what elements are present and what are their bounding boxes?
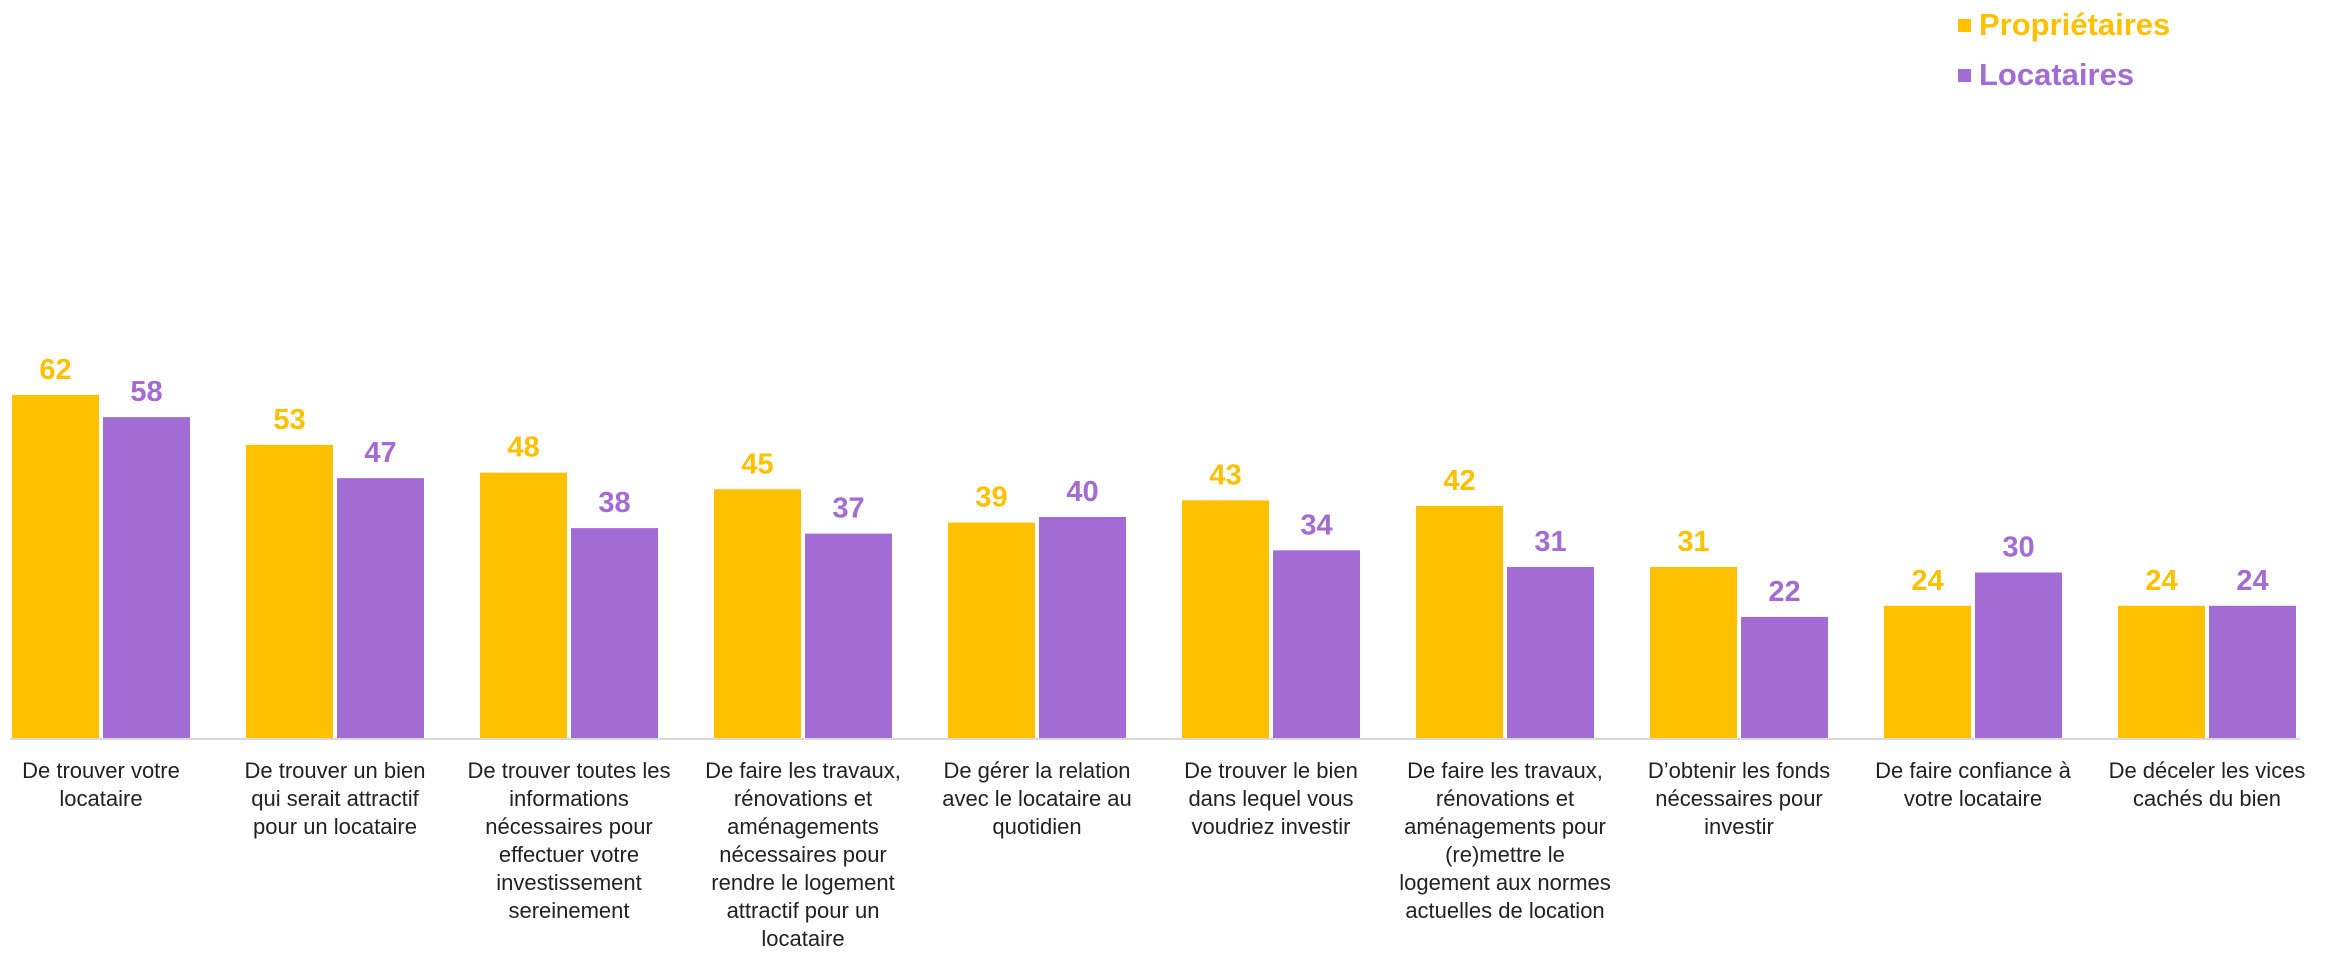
category-label-line: qui serait attractif bbox=[251, 786, 419, 811]
category-label-9: De déceler les vices cachés du bien bbox=[2091, 757, 2323, 813]
category-label-line: D’obtenir les fonds bbox=[1647, 758, 1831, 783]
category-label-line: actuelles de location bbox=[1405, 898, 1605, 923]
category-label-line: De faire confiance à bbox=[1875, 758, 2071, 783]
value-label-tenants-0: 58 bbox=[130, 376, 162, 408]
value-label-owners-1: 53 bbox=[273, 404, 305, 436]
legend-label-owners: Propriétaires bbox=[1979, 7, 2171, 42]
category-label-line: aménagements bbox=[727, 814, 879, 839]
legend-swatch-owners bbox=[1958, 18, 1971, 32]
bar-tenants-7 bbox=[1741, 616, 1828, 739]
category-label-5: De trouver le bien dans lequel vous voudri… bbox=[1155, 757, 1387, 841]
bar-owners-5 bbox=[1182, 500, 1269, 739]
category-label-line: sereinement bbox=[508, 898, 630, 923]
category-label-line: De faire les travaux, bbox=[705, 758, 901, 783]
value-label-tenants-2: 38 bbox=[598, 487, 630, 519]
bar-owners-2 bbox=[480, 472, 567, 739]
category-label-line: (re)mettre le bbox=[1445, 842, 1565, 867]
category-label-line: aménagements pour bbox=[1404, 814, 1606, 839]
category-label-line: De trouver toutes les bbox=[467, 758, 671, 783]
bar-owners-8 bbox=[1884, 605, 1971, 739]
category-label-3: De faire les travaux, rénovations et aména… bbox=[687, 757, 919, 953]
category-label-line: attractif pour un bbox=[726, 898, 880, 923]
bar-owners-1 bbox=[246, 444, 333, 739]
bar-tenants-4 bbox=[1039, 517, 1126, 739]
category-label-line: locataire bbox=[59, 786, 143, 811]
value-label-tenants-9: 24 bbox=[2236, 565, 2268, 597]
category-label-line: De trouver votre bbox=[22, 758, 180, 783]
category-label-line: cachés du bien bbox=[2133, 786, 2281, 811]
value-label-tenants-1: 47 bbox=[364, 437, 396, 469]
category-label-line: nécessaires pour bbox=[719, 842, 887, 867]
category-label-1: De trouver un bien qui serait attractif po… bbox=[219, 757, 451, 841]
bar-owners-7 bbox=[1650, 566, 1737, 739]
category-label-line: rendre le logement bbox=[711, 870, 895, 895]
category-label-line: investissement bbox=[496, 870, 642, 895]
category-label-line: dans lequel vous bbox=[1188, 786, 1354, 811]
category-label-line: quotidien bbox=[992, 814, 1082, 839]
category-label-line: effectuer votre bbox=[498, 842, 640, 867]
value-label-tenants-6: 31 bbox=[1534, 526, 1566, 558]
bar-tenants-1 bbox=[337, 478, 424, 739]
value-label-owners-4: 39 bbox=[975, 482, 1007, 514]
category-label-line: De trouver le bien bbox=[1184, 758, 1358, 783]
legend: Propriétaires Locataires bbox=[1958, 0, 2170, 100]
bar-tenants-6 bbox=[1507, 566, 1594, 739]
bar-tenants-2 bbox=[571, 528, 658, 739]
legend-swatch-tenants bbox=[1958, 68, 1971, 82]
legend-item-owners: Propriétaires bbox=[1958, 0, 2170, 50]
value-label-owners-3: 45 bbox=[741, 448, 773, 480]
category-label-7: D’obtenir les fonds nécessaires pour inves… bbox=[1623, 757, 1855, 841]
value-label-owners-6: 42 bbox=[1443, 465, 1475, 497]
bar-tenants-5 bbox=[1273, 550, 1360, 739]
value-label-owners-7: 31 bbox=[1677, 526, 1709, 558]
category-label-line: nécessaires pour bbox=[485, 814, 653, 839]
value-label-tenants-4: 40 bbox=[1066, 476, 1098, 508]
bar-owners-4 bbox=[948, 522, 1035, 739]
category-label-0: De trouver votre locataire bbox=[0, 757, 217, 813]
value-label-owners-0: 62 bbox=[39, 354, 71, 386]
category-label-line: De trouver un bien bbox=[244, 758, 426, 783]
value-label-owners-9: 24 bbox=[2145, 565, 2177, 597]
bar-owners-0 bbox=[12, 394, 99, 739]
category-label-line: locataire bbox=[761, 926, 845, 951]
value-label-owners-5: 43 bbox=[1209, 459, 1241, 491]
category-label-2: De trouver toutes les informations nécessa… bbox=[453, 757, 685, 925]
category-label-line: votre locataire bbox=[1903, 786, 2043, 811]
category-label-6: De faire les travaux, rénovations et aména… bbox=[1389, 757, 1621, 925]
value-label-owners-8: 24 bbox=[1911, 565, 1943, 597]
bar-owners-3 bbox=[714, 489, 801, 739]
value-label-owners-2: 48 bbox=[507, 432, 539, 464]
value-label-tenants-8: 30 bbox=[2002, 532, 2034, 564]
value-labels-group: 62 58 53 47 48 38 45 37 39 40 43 34 42 31 31 22 24 30 24 24 bbox=[39, 354, 2268, 608]
category-label-4: De gérer la relation avec le locataire au… bbox=[921, 757, 1153, 841]
value-label-tenants-5: 34 bbox=[1300, 509, 1332, 541]
category-label-8: De faire confiance à votre locataire bbox=[1857, 757, 2089, 813]
category-label-line: logement aux normes bbox=[1399, 870, 1611, 895]
category-label-line: rénovations et bbox=[733, 786, 873, 811]
category-label-line: avec le locataire au bbox=[942, 786, 1132, 811]
category-label-line: De déceler les vices bbox=[2108, 758, 2306, 783]
category-label-line: De faire les travaux, bbox=[1407, 758, 1603, 783]
bar-owners-6 bbox=[1416, 505, 1503, 739]
category-label-line: investir bbox=[1704, 814, 1774, 839]
category-label-line: De gérer la relation bbox=[943, 758, 1131, 783]
category-label-line: nécessaires pour bbox=[1655, 786, 1823, 811]
bar-owners-9 bbox=[2118, 605, 2205, 739]
bar-tenants-8 bbox=[1975, 572, 2062, 739]
category-label-line: rénovations et bbox=[1435, 786, 1575, 811]
bar-tenants-3 bbox=[805, 533, 892, 739]
category-label-line: informations bbox=[509, 786, 629, 811]
bar-tenants-9 bbox=[2209, 605, 2296, 739]
legend-item-tenants: Locataires bbox=[1958, 50, 2170, 100]
value-label-tenants-3: 37 bbox=[832, 493, 864, 525]
category-label-line: pour un locataire bbox=[253, 814, 417, 839]
legend-label-tenants: Locataires bbox=[1979, 57, 2135, 92]
bar-tenants-0 bbox=[103, 417, 190, 739]
value-label-tenants-7: 22 bbox=[1768, 576, 1800, 608]
bars-group bbox=[12, 394, 2296, 739]
category-label-line: voudriez investir bbox=[1191, 814, 1351, 839]
